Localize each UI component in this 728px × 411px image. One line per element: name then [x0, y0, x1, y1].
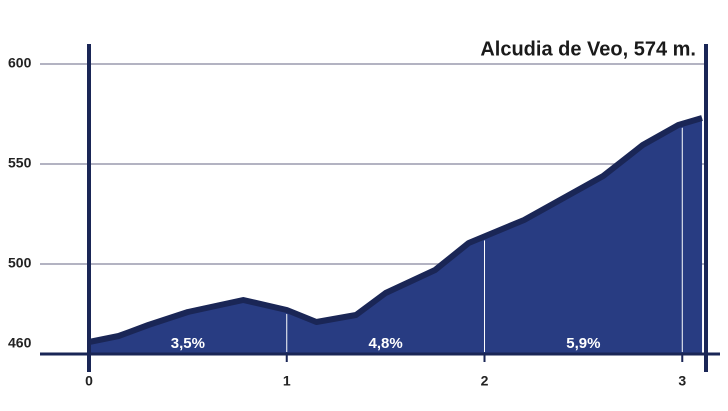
y-tick-label: 500: [8, 255, 32, 271]
profile-edge: [88, 115, 703, 345]
x-tick-label: 1: [283, 373, 291, 389]
x-tick-label: 3: [678, 373, 686, 389]
y-tick-label: 600: [8, 55, 32, 71]
y-tick-label: 550: [8, 155, 32, 171]
profile-area: [89, 118, 703, 354]
grade-label: 4,8%: [369, 335, 403, 352]
grade-label: 3,5%: [171, 335, 205, 352]
chart-title: Alcudia de Veo, 574 m.: [480, 38, 696, 60]
x-tick-label: 0: [85, 373, 93, 389]
grade-label: 5,9%: [566, 335, 600, 352]
y-tick-label: 460: [8, 335, 32, 351]
x-tick-label: 2: [481, 373, 489, 389]
